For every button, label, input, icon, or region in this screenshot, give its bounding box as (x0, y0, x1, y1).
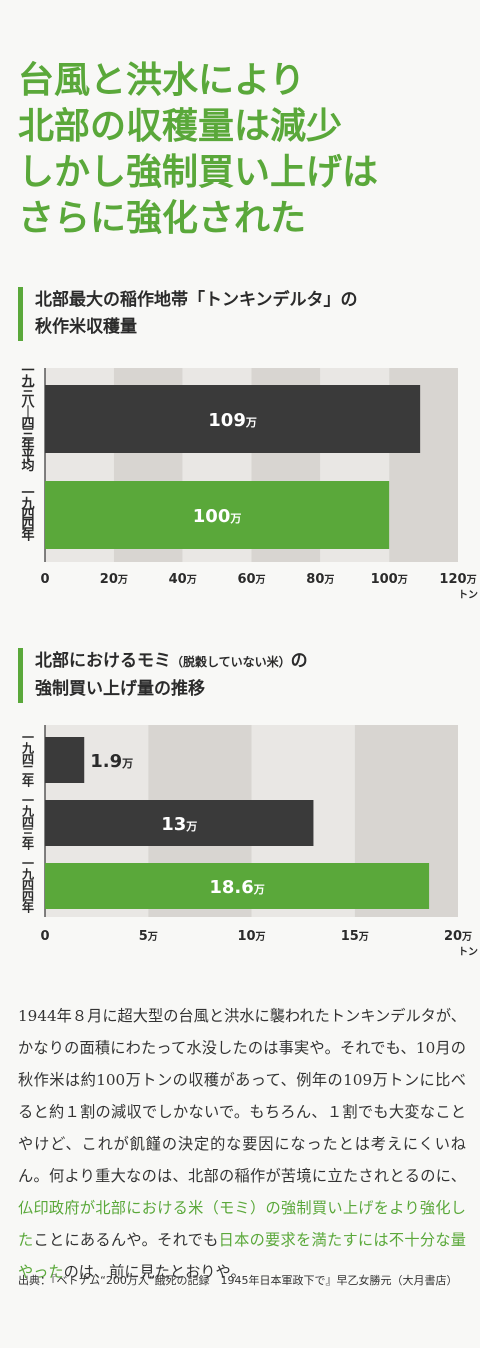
chart1-tick-label: 80万 (306, 572, 334, 587)
chart1-value-label: 100万 (193, 506, 242, 527)
headline-line-1: 台風と洪水により (18, 60, 306, 101)
body-highlight-2: 日本の要求を満たすには不十分な量やった (18, 1231, 466, 1281)
chart2-tick-label: 20万 (444, 929, 472, 944)
chart1-tick-label: 0 (40, 572, 49, 587)
chart2-category-label: 一九四四年 (21, 857, 34, 915)
body-part-3: のは、前に見たとおりや。 (63, 1263, 246, 1281)
chart1-tick-label: 100万 (371, 572, 408, 587)
source-citation: 出典：『ベトナム“200万人”餓死の記録 1945年日本軍政下で』早乙女勝元（大… (18, 1274, 458, 1287)
chart2-title-a: 北部におけるモミ (35, 651, 171, 671)
chart1-tick-label: 20万 (100, 572, 128, 587)
chart1-title: 北部最大の稲作地帯「トンキンデルタ」の 秋作米収穫量 (18, 287, 458, 341)
body-text: 1944年８月に超大型の台風と洪水に襲われたトンキンデルタが、かなりの面積にわた… (18, 1000, 466, 1288)
chart2-tick-label: 0 (40, 929, 49, 944)
chart2-bar (45, 737, 85, 783)
chart2-bar (45, 800, 314, 846)
headline-line-3: しかし強制買い上げは (18, 152, 379, 193)
chart1-title-line-1: 北部最大の稲作地帯「トンキンデルタ」の (35, 290, 358, 310)
chart1-category-label: 一九四四年 (20, 486, 34, 543)
body-part-1: 1944年８月に超大型の台風と洪水に襲われたトンキンデルタが、かなりの面積にわた… (18, 1007, 466, 1185)
chart2-title-c: の (290, 651, 308, 671)
chart1: 109万 一九三八｜四三年平均 100万 一九四四年 0 20万 40万 60万 80万 100万… (0, 365, 480, 615)
chart2-bar (45, 863, 430, 909)
chart2-svg: 1.9万 一九四二年 13万 一九四三年 18.6万 一九四四年 0 5万 10万 15万 20万ト… (21, 725, 478, 958)
chart1-value-label: 109万 (208, 410, 257, 431)
headline-line-4: さらに強化された (18, 198, 307, 239)
body-highlight-1: 仏印政府が北部における米（モミ）の強制買い上げをより強化した (18, 1199, 466, 1249)
chart2-category-label: 一九四三年 (21, 794, 34, 852)
chart2-tick-label: 15万 (341, 929, 369, 944)
chart1-tick-label: 40万 (169, 572, 197, 587)
chart2-title: 北部におけるモミ（脱穀していない米）の 強制買い上げ量の推移 (18, 648, 458, 703)
chart2-value-label: 1.9万 (90, 751, 133, 772)
chart2-value-label: 13万 (161, 814, 197, 835)
chart1-unit-label: トン (458, 589, 478, 601)
chart2-title-b: （脱穀していない米） (171, 655, 291, 669)
chart1-bar (45, 385, 421, 453)
chart1-title-line-2: 秋作米収穫量 (35, 317, 137, 337)
headline-line-2: 北部の収穫量は減少 (18, 106, 343, 147)
chart2-value-label: 18.6万 (209, 877, 264, 898)
chart1-tick-label: 120万 (439, 572, 476, 587)
chart1-tick-label: 60万 (237, 572, 265, 587)
chart2-category-label: 一九四二年 (21, 731, 34, 789)
chart2: 1.9万 一九四二年 13万 一九四三年 18.6万 一九四四年 0 5万 10万 15万 20万ト… (0, 725, 480, 970)
chart2-title-line-1: 北部におけるモミ（脱穀していない米）の (35, 648, 458, 676)
chart1-svg: 109万 一九三八｜四三年平均 100万 一九四四年 0 20万 40万 60万 80万 100万… (20, 365, 478, 601)
body-part-2: ことにあるんや。それでも (33, 1231, 219, 1249)
chart2-tick-label: 10万 (237, 929, 265, 944)
chart1-category-label: 一九三八｜四三年平均 (20, 365, 35, 474)
chart1-bar (45, 481, 390, 549)
headline: 台風と洪水により 北部の収穫量は減少 しかし強制買い上げは さらに強化された (18, 58, 468, 242)
chart2-title-line-2: 強制買い上げ量の推移 (35, 679, 205, 699)
chart2-tick-label: 5万 (139, 929, 158, 944)
chart2-unit-label: トン (458, 946, 478, 958)
